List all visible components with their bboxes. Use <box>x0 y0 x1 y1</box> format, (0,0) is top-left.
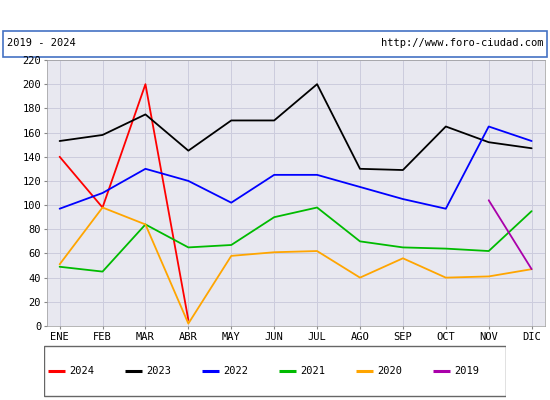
Text: 2020: 2020 <box>377 366 403 376</box>
Text: 2024: 2024 <box>69 366 95 376</box>
Text: 2019 - 2024: 2019 - 2024 <box>7 38 75 48</box>
Text: Evolucion Nº Turistas Extranjeros en el municipio de Sant Climent de Llobregat: Evolucion Nº Turistas Extranjeros en el … <box>0 8 550 22</box>
Text: 2023: 2023 <box>146 366 172 376</box>
Text: 2022: 2022 <box>223 366 249 376</box>
FancyBboxPatch shape <box>3 31 547 57</box>
FancyBboxPatch shape <box>44 346 506 396</box>
Text: http://www.foro-ciudad.com: http://www.foro-ciudad.com <box>381 38 543 48</box>
Text: 2021: 2021 <box>300 366 326 376</box>
Text: 2019: 2019 <box>454 366 480 376</box>
